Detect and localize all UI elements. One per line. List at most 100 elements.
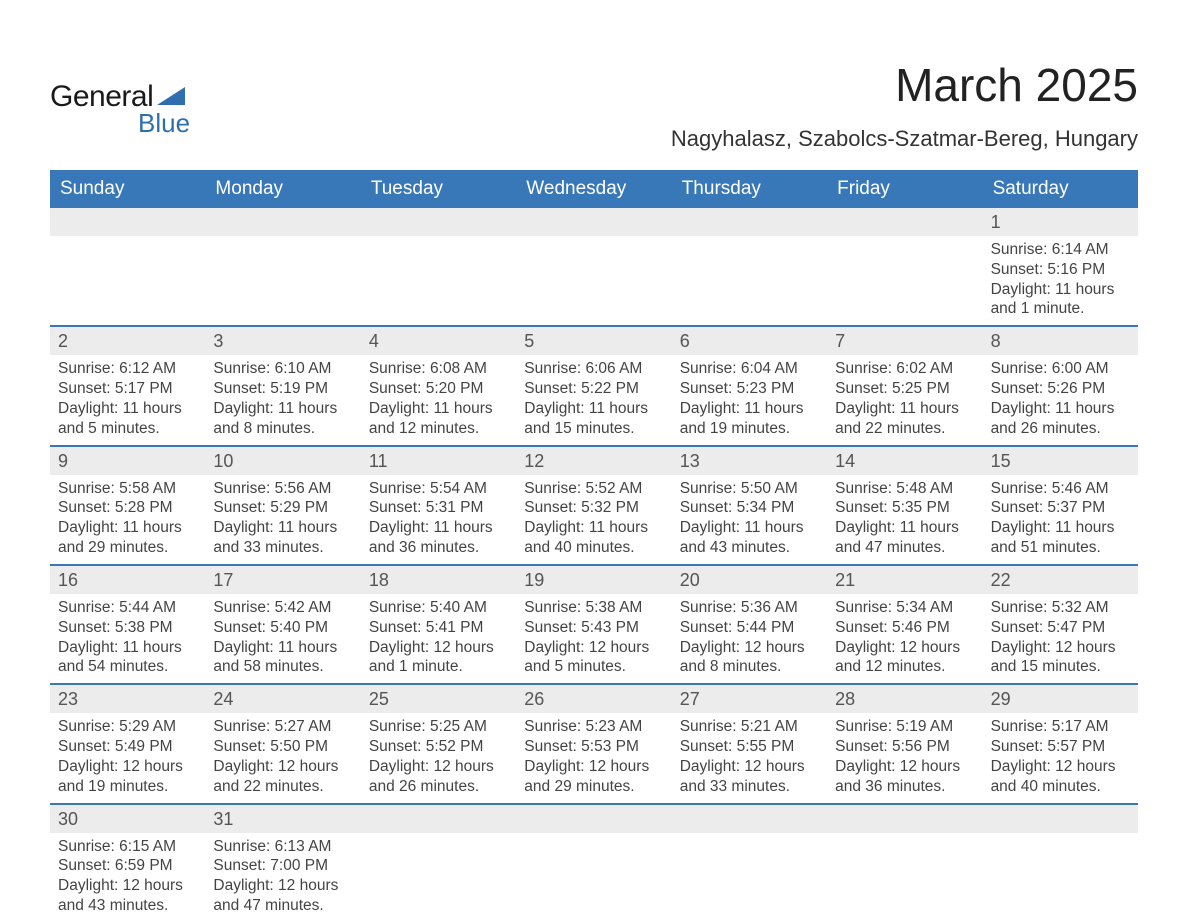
- daynum-row: 2345678: [50, 327, 1138, 355]
- day-cell: Sunrise: 5:54 AMSunset: 5:31 PMDaylight:…: [361, 475, 516, 564]
- sunset-text: Sunset: 5:52 PM: [369, 737, 508, 757]
- day-number: [516, 208, 671, 236]
- sunset-text: Sunset: 5:28 PM: [58, 498, 197, 518]
- day-cell: Sunrise: 5:34 AMSunset: 5:46 PMDaylight:…: [827, 594, 982, 683]
- day-cell: Sunrise: 6:12 AMSunset: 5:17 PMDaylight:…: [50, 355, 205, 444]
- day-number: [205, 208, 360, 236]
- daylight-text-1: Daylight: 11 hours: [369, 518, 508, 538]
- sunset-text: Sunset: 5:53 PM: [524, 737, 663, 757]
- daylight-text-1: Daylight: 11 hours: [991, 280, 1130, 300]
- sunset-text: Sunset: 5:20 PM: [369, 379, 508, 399]
- sunset-text: Sunset: 6:59 PM: [58, 856, 197, 876]
- day-number: [827, 805, 982, 833]
- daylight-text-1: Daylight: 12 hours: [524, 757, 663, 777]
- day-cell: Sunrise: 6:08 AMSunset: 5:20 PMDaylight:…: [361, 355, 516, 444]
- daylight-text-2: and 40 minutes.: [524, 538, 663, 558]
- daylight-text-2: and 47 minutes.: [835, 538, 974, 558]
- day-cell: [516, 236, 671, 325]
- logo-triangle-icon: [157, 87, 185, 105]
- daylight-text-1: Daylight: 12 hours: [58, 876, 197, 896]
- day-cell: [361, 236, 516, 325]
- week-row: 16171819202122Sunrise: 5:44 AMSunset: 5:…: [50, 564, 1138, 683]
- sunrise-text: Sunrise: 5:58 AM: [58, 479, 197, 499]
- day-cell: Sunrise: 5:21 AMSunset: 5:55 PMDaylight:…: [672, 713, 827, 802]
- day-cell: Sunrise: 5:44 AMSunset: 5:38 PMDaylight:…: [50, 594, 205, 683]
- week-row: 23242526272829Sunrise: 5:29 AMSunset: 5:…: [50, 683, 1138, 802]
- sunset-text: Sunset: 5:56 PM: [835, 737, 974, 757]
- daylight-text-2: and 1 minute.: [369, 657, 508, 677]
- daylight-text-2: and 29 minutes.: [524, 777, 663, 797]
- title-block: March 2025 Nagyhalasz, Szabolcs-Szatmar-…: [671, 30, 1138, 152]
- sunset-text: Sunset: 5:37 PM: [991, 498, 1130, 518]
- day-number: [361, 805, 516, 833]
- day-cell: [983, 833, 1138, 922]
- daylight-text-1: Daylight: 11 hours: [835, 518, 974, 538]
- daylight-text-1: Daylight: 12 hours: [369, 638, 508, 658]
- sunset-text: Sunset: 5:50 PM: [213, 737, 352, 757]
- sunset-text: Sunset: 5:25 PM: [835, 379, 974, 399]
- sunset-text: Sunset: 5:19 PM: [213, 379, 352, 399]
- daylight-text-1: Daylight: 12 hours: [991, 638, 1130, 658]
- day-number: 24: [205, 685, 360, 713]
- daylight-text-1: Daylight: 12 hours: [680, 638, 819, 658]
- day-number: 15: [983, 447, 1138, 475]
- weekday-friday: Friday: [827, 170, 982, 208]
- day-cell: [516, 833, 671, 922]
- daylight-text-2: and 29 minutes.: [58, 538, 197, 558]
- sunset-text: Sunset: 5:32 PM: [524, 498, 663, 518]
- sunset-text: Sunset: 5:38 PM: [58, 618, 197, 638]
- weekday-wednesday: Wednesday: [516, 170, 671, 208]
- day-number: [672, 805, 827, 833]
- day-number: 20: [672, 566, 827, 594]
- sunrise-text: Sunrise: 6:10 AM: [213, 359, 352, 379]
- daylight-text-2: and 12 minutes.: [835, 657, 974, 677]
- sunrise-text: Sunrise: 5:54 AM: [369, 479, 508, 499]
- day-number: 7: [827, 327, 982, 355]
- day-cell: Sunrise: 5:40 AMSunset: 5:41 PMDaylight:…: [361, 594, 516, 683]
- day-cell: Sunrise: 5:52 AMSunset: 5:32 PMDaylight:…: [516, 475, 671, 564]
- day-number: 28: [827, 685, 982, 713]
- day-number: 16: [50, 566, 205, 594]
- sunrise-text: Sunrise: 5:23 AM: [524, 717, 663, 737]
- daylight-text-1: Daylight: 12 hours: [524, 638, 663, 658]
- day-number: 1: [983, 208, 1138, 236]
- sunrise-text: Sunrise: 5:21 AM: [680, 717, 819, 737]
- daylight-text-2: and 8 minutes.: [680, 657, 819, 677]
- daylight-text-1: Daylight: 11 hours: [213, 518, 352, 538]
- day-number: 26: [516, 685, 671, 713]
- daylight-text-2: and 15 minutes.: [991, 657, 1130, 677]
- sunset-text: Sunset: 5:26 PM: [991, 379, 1130, 399]
- sunrise-text: Sunrise: 5:17 AM: [991, 717, 1130, 737]
- daylight-text-2: and 43 minutes.: [680, 538, 819, 558]
- day-cell: Sunrise: 6:13 AMSunset: 7:00 PMDaylight:…: [205, 833, 360, 922]
- daylight-text-1: Daylight: 12 hours: [991, 757, 1130, 777]
- weekday-header-row: SundayMondayTuesdayWednesdayThursdayFrid…: [50, 170, 1138, 208]
- daylight-text-2: and 5 minutes.: [58, 419, 197, 439]
- sunrise-text: Sunrise: 5:38 AM: [524, 598, 663, 618]
- daylight-text-1: Daylight: 11 hours: [835, 399, 974, 419]
- month-title: March 2025: [671, 58, 1138, 112]
- day-cell: [50, 236, 205, 325]
- day-cell: Sunrise: 5:56 AMSunset: 5:29 PMDaylight:…: [205, 475, 360, 564]
- day-cell: Sunrise: 5:25 AMSunset: 5:52 PMDaylight:…: [361, 713, 516, 802]
- week-row: 1Sunrise: 6:14 AMSunset: 5:16 PMDaylight…: [50, 208, 1138, 325]
- daylight-text-1: Daylight: 11 hours: [58, 638, 197, 658]
- day-number: 11: [361, 447, 516, 475]
- day-cell: Sunrise: 6:10 AMSunset: 5:19 PMDaylight:…: [205, 355, 360, 444]
- daylight-text-2: and 19 minutes.: [58, 777, 197, 797]
- daylight-text-2: and 19 minutes.: [680, 419, 819, 439]
- day-number: 8: [983, 327, 1138, 355]
- day-cell: Sunrise: 5:29 AMSunset: 5:49 PMDaylight:…: [50, 713, 205, 802]
- sunset-text: Sunset: 5:17 PM: [58, 379, 197, 399]
- daynum-row: 3031: [50, 805, 1138, 833]
- sunrise-text: Sunrise: 5:27 AM: [213, 717, 352, 737]
- day-cell: Sunrise: 5:42 AMSunset: 5:40 PMDaylight:…: [205, 594, 360, 683]
- sunrise-text: Sunrise: 5:46 AM: [991, 479, 1130, 499]
- sunset-text: Sunset: 5:44 PM: [680, 618, 819, 638]
- day-number: 22: [983, 566, 1138, 594]
- sunrise-text: Sunrise: 5:42 AM: [213, 598, 352, 618]
- sunset-text: Sunset: 5:23 PM: [680, 379, 819, 399]
- sunrise-text: Sunrise: 5:52 AM: [524, 479, 663, 499]
- sunrise-text: Sunrise: 6:02 AM: [835, 359, 974, 379]
- daylight-text-1: Daylight: 12 hours: [58, 757, 197, 777]
